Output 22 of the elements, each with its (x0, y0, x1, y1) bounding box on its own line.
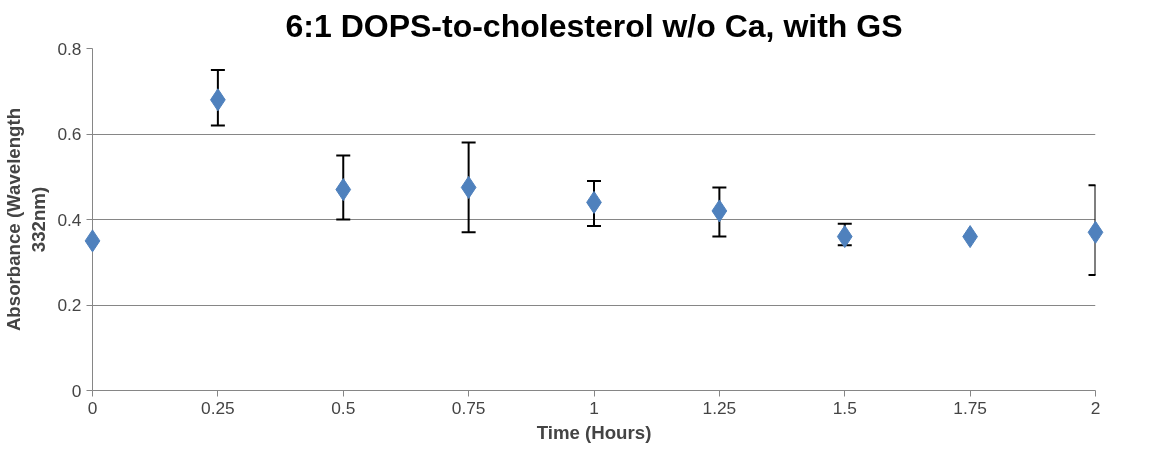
y-tick-label: 0.2 (57, 295, 82, 315)
x-axis-title: Time (Hours) (536, 421, 652, 443)
x-tick-label: 0.25 (201, 397, 235, 418)
x-tick-label: 1 (589, 397, 599, 418)
chart-title: 6:1 DOPS-to-cholesterol w/o Ca, with GS (285, 7, 903, 44)
y-tick-label: 0.4 (57, 209, 82, 230)
x-tick-label: 0 (87, 397, 98, 418)
point (711, 199, 728, 223)
point (335, 178, 352, 202)
y-tick-label: 0.6 (57, 124, 82, 144)
y-tick-label: 0.8 (57, 38, 82, 59)
point (84, 229, 101, 253)
y-axis-title: Absorbance (Wavelength 332nm) (3, 107, 50, 332)
x-tick-label: 1.75 (953, 397, 987, 418)
x-tick-label: 2 (1090, 397, 1101, 418)
point (1087, 220, 1104, 244)
x-tick-label: 0.5 (331, 397, 356, 418)
x-tick-label: 1.5 (832, 397, 857, 418)
point (460, 175, 477, 199)
x-tick-label: 0.75 (451, 397, 486, 418)
x-tick-label: 1.25 (702, 397, 737, 418)
y-tick-label: 0 (71, 380, 82, 401)
